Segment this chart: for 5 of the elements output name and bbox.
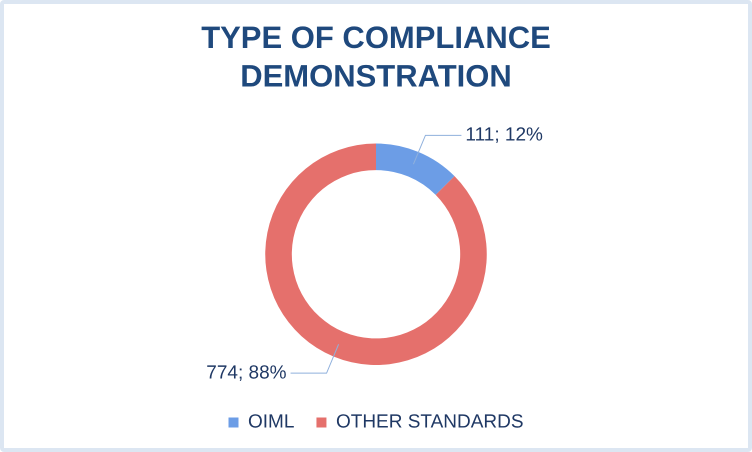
- legend-label: OIML: [248, 412, 294, 433]
- chart-title: TYPE OF COMPLIANCE DEMONSTRATION: [201, 20, 551, 94]
- data-label: 774; 88%: [206, 362, 287, 384]
- legend-label: OTHER STANDARDS: [336, 412, 524, 433]
- data-label: 111; 12%: [465, 124, 544, 146]
